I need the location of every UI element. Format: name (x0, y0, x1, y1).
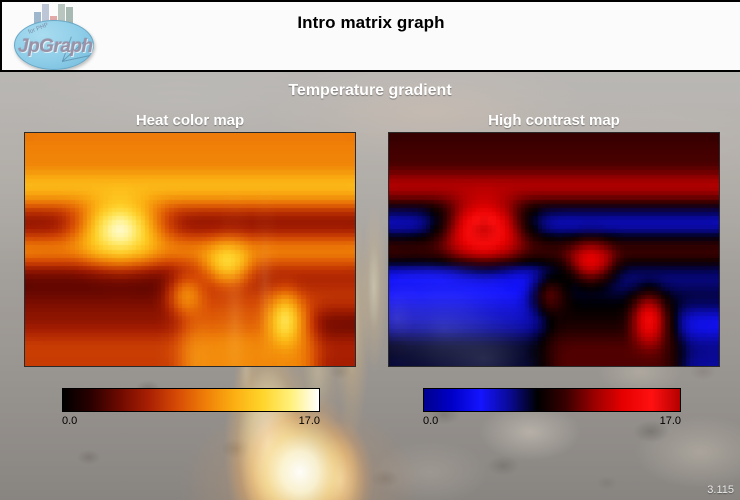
panel-title-heat-color-map: Heat color map (135, 112, 245, 129)
matrix-plot-high-contrast-map (388, 132, 720, 367)
logo-pie-disc (14, 20, 94, 70)
heatmap-canvas-left (25, 133, 355, 366)
logo-wordmark: JpGraph (18, 36, 93, 57)
plot-main-title: Temperature gradient (288, 82, 452, 99)
colorbar-right-min-label: 0.0 (423, 415, 439, 427)
colorbar-heat-color-map (62, 388, 320, 412)
jpgraph-logo: for PHP JpGraph (6, 4, 104, 70)
colorbar-right-max-label: 17.0 (659, 415, 681, 427)
colorbar-left-max-label: 17.0 (298, 415, 320, 427)
colorbar-left-min-label: 0.0 (62, 415, 78, 427)
colorbar-high-contrast-map (423, 388, 681, 412)
version-label: 3.115 (707, 484, 734, 496)
logo-bar-5 (66, 7, 73, 26)
heatmap-canvas-right (389, 133, 719, 366)
logo-bar-4 (58, 4, 65, 26)
logo-bar-1 (34, 12, 41, 26)
page-title: Intro matrix graph (297, 13, 445, 32)
matrix-plot-heat-color-map (24, 132, 356, 367)
title-bar: for PHP JpGraph Intro matrix graph (0, 0, 740, 72)
panel-title-high-contrast-map: High contrast map (488, 112, 620, 129)
logo-bar-2 (42, 4, 49, 26)
